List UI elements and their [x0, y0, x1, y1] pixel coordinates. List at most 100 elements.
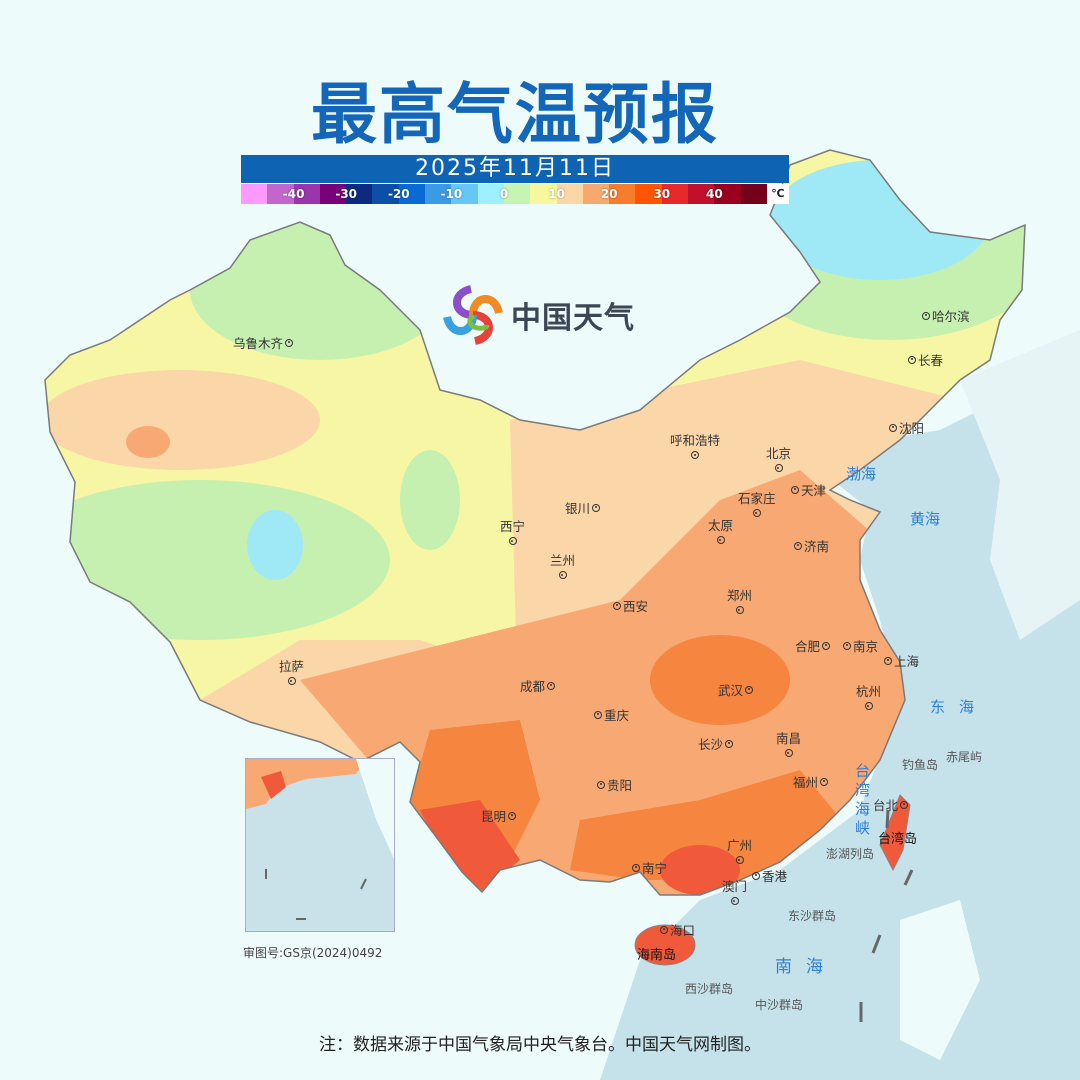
city-label: 武汉: [718, 683, 744, 698]
city-label: 西安: [623, 599, 649, 614]
city-label: 香港: [762, 869, 788, 884]
legend-swatch: [740, 184, 767, 204]
sea-label-bohai: 渤海: [846, 465, 877, 483]
city-marker-icon: [822, 641, 831, 650]
city-chongqing: 重庆: [594, 705, 629, 724]
city-label: 成都: [520, 679, 546, 694]
island-taiwan: 台湾岛: [878, 832, 918, 847]
city-marker-icon: [843, 641, 851, 650]
city-nanchang: 南昌: [776, 728, 801, 757]
legend-swatch: [530, 184, 557, 204]
city-hefei: 合肥: [795, 636, 831, 655]
legend-swatch: [661, 184, 689, 204]
city-taiyuan: 太原: [708, 515, 733, 544]
legend-swatch: [398, 184, 426, 204]
legend-label: -10: [440, 187, 463, 201]
south-china-sea-inset: [245, 758, 395, 932]
city-label: 澳门: [722, 879, 748, 894]
legend-label: 10: [548, 187, 565, 201]
island-penghu: 澎湖列岛: [826, 847, 875, 861]
city-marker-icon: [794, 541, 802, 550]
city-zhengzhou: 郑州: [727, 585, 752, 614]
city-label: 哈尔滨: [932, 309, 970, 324]
city-marker-icon: [285, 338, 294, 347]
city-label: 呼和浩特: [670, 433, 721, 448]
legend-swatch: [451, 184, 478, 204]
city-shijiazhuang: 石家庄: [738, 488, 776, 517]
city-label: 海口: [670, 923, 696, 938]
city-guiyang: 贵阳: [597, 775, 632, 794]
city-marker-icon: [508, 537, 517, 545]
legend-unit: ℃: [766, 184, 789, 204]
legend-label: 20: [600, 187, 618, 201]
city-marker-icon: [632, 863, 640, 872]
city-marker-icon: [784, 749, 793, 757]
city-xining: 西宁: [500, 516, 525, 545]
city-marker-icon: [558, 571, 567, 579]
city-marker-icon: [660, 925, 668, 934]
city-label: 广州: [727, 838, 753, 853]
legend-swatch: [556, 184, 583, 204]
nine-dash-line: [859, 809, 914, 1022]
city-nanning: 南宁: [632, 858, 667, 877]
city-label: 南京: [853, 639, 879, 654]
city-marker-icon: [594, 710, 602, 719]
sea-label-east: 东海: [930, 698, 989, 716]
legend-label: 30: [653, 187, 671, 201]
city-taipei: 台北: [873, 795, 909, 814]
city-urumqi: 乌鲁木齐: [233, 333, 294, 352]
zone-hotter-wuhan: [650, 635, 790, 725]
zone-cool-qinghai: [400, 450, 460, 550]
city-marker-icon: [613, 601, 621, 610]
city-marker-icon: [820, 777, 829, 786]
hainan-island: [634, 924, 696, 966]
legend-swatch: [346, 184, 373, 204]
zone-hottest-yunnan: [420, 800, 520, 892]
legend-swatch: [714, 184, 741, 204]
city-marker-icon: [716, 536, 725, 544]
city-shenyang: 沈阳: [889, 418, 924, 437]
legend-label: 40: [706, 187, 723, 201]
city-label: 长沙: [698, 737, 724, 752]
city-marker-icon: [735, 606, 744, 614]
city-haikou: 海口: [660, 920, 695, 939]
city-marker-icon: [745, 685, 754, 694]
legend-swatch: [609, 184, 636, 204]
forecast-date: 2025年11月11日: [241, 155, 789, 183]
city-marker-icon: [908, 355, 916, 364]
city-marker-icon: [884, 656, 892, 665]
city-marker-icon: [730, 897, 739, 905]
city-label: 南宁: [642, 861, 668, 876]
city-marker-icon: [889, 423, 897, 432]
map-approval-number: 审图号:GS京(2024)0492: [243, 946, 383, 960]
city-label: 兰州: [550, 553, 576, 568]
city-label: 上海: [894, 654, 920, 669]
city-macau: 澳门: [722, 876, 747, 905]
city-fuzhou: 福州: [793, 772, 829, 791]
page-title: 最高气温预报: [311, 76, 719, 153]
sea-label-strait: 台湾海峡: [855, 762, 871, 837]
city-marker-icon: [791, 485, 799, 494]
city-marker-icon: [900, 800, 909, 809]
city-label: 长春: [918, 353, 944, 368]
city-jinan: 济南: [794, 536, 829, 555]
city-label: 西宁: [500, 519, 526, 534]
island-dongsha: 东沙群岛: [788, 909, 837, 923]
city-marker-icon: [752, 871, 760, 880]
brand-name: 中国天气: [511, 301, 635, 336]
city-wuhan: 武汉: [718, 680, 754, 699]
legend-swatch: [241, 184, 268, 204]
city-hangzhou: 杭州: [856, 681, 881, 710]
legend-swatch: [503, 184, 531, 204]
city-label: 济南: [804, 539, 830, 554]
city-beijing: 北京: [766, 443, 791, 472]
city-label: 太原: [708, 518, 734, 533]
city-yinchuan: 银川: [565, 498, 601, 517]
island-chiwei: 赤尾屿: [946, 750, 983, 764]
temperature-legend: ℃: [241, 184, 789, 204]
city-marker-icon: [508, 811, 517, 820]
korea-japan-land: [960, 330, 1080, 640]
zone-cold-tibet: [247, 510, 303, 580]
china-weather-swirl-logo-icon: [443, 285, 503, 345]
